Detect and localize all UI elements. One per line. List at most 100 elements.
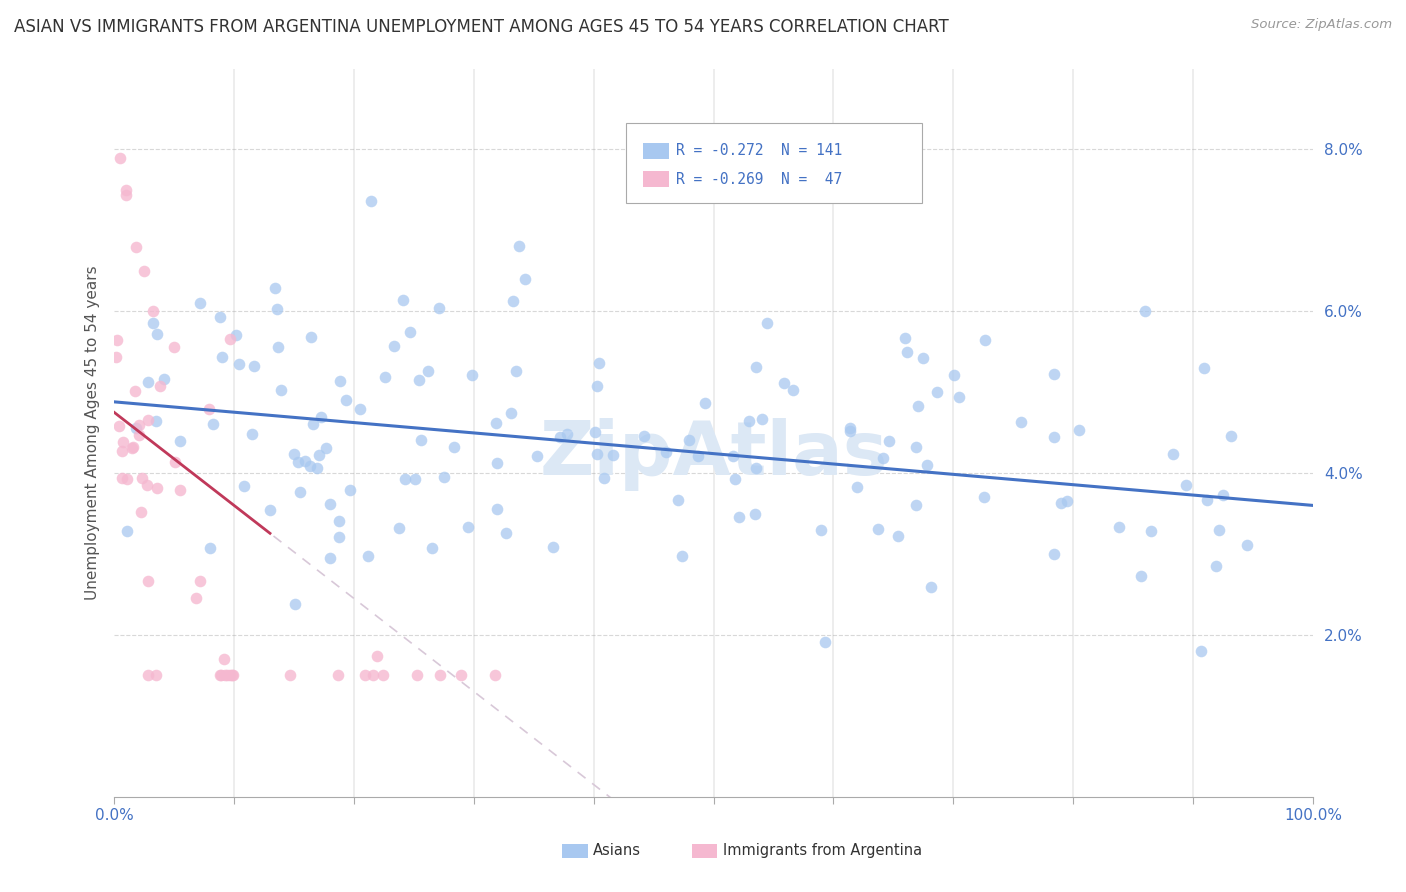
Point [745,461,768,475]
Point [309,409,332,424]
Point [586,378,609,392]
Point [920,580,942,594]
Point [188,296,211,310]
Point [1129,568,1152,582]
Text: R = -0.269  N =  47: R = -0.269 N = 47 [676,172,842,187]
Point [541,540,564,554]
Point [326,668,349,682]
Point [211,668,233,682]
Point [745,360,768,375]
Point [361,668,384,682]
Point [907,399,929,413]
Point [408,373,430,387]
Text: Asians: Asians [593,844,641,858]
Point [583,425,606,439]
Point [513,272,536,286]
Point [1140,524,1163,539]
Point [145,414,167,428]
Point [755,316,778,330]
Point [508,239,530,253]
Point [339,483,361,497]
Point [1108,520,1130,534]
Point [392,293,415,307]
Point [198,541,221,555]
Point [1056,494,1078,508]
Point [222,668,245,682]
Point [450,668,472,682]
Point [152,372,174,386]
Point [259,503,281,517]
Point [243,359,266,374]
Point [128,417,150,432]
Point [112,434,135,449]
Point [136,668,159,682]
Point [115,524,138,538]
Point [165,455,187,469]
Point [744,508,766,522]
Point [484,668,506,682]
Point [1212,488,1234,502]
Point [353,668,375,682]
Point [593,471,616,485]
Point [927,384,949,399]
Point [838,424,860,438]
Point [904,440,927,454]
Text: Immigrants from Argentina: Immigrants from Argentina [723,844,922,858]
Point [585,447,607,461]
Point [502,293,524,308]
Point [299,330,322,344]
Point [1043,367,1066,381]
Point [429,668,451,682]
Point [894,330,917,344]
Point [329,374,352,388]
Point [406,668,429,682]
Point [1133,303,1156,318]
Point [904,498,927,512]
Point [305,460,328,475]
Point [163,340,186,354]
Point [145,668,167,682]
Point [149,379,172,393]
Point [1194,360,1216,375]
Point [887,529,910,543]
Point [115,472,138,486]
Point [146,326,169,341]
Point [219,332,242,346]
Point [782,384,804,398]
Point [602,448,624,462]
Point [555,426,578,441]
Point [328,514,350,528]
Point [357,549,380,563]
Point [879,434,901,449]
Point [169,434,191,448]
Point [973,490,995,504]
Point [872,451,894,466]
Point [141,304,163,318]
Point [335,392,357,407]
Point [810,524,832,538]
Point [302,417,325,431]
Point [270,383,292,397]
Point [1042,429,1064,443]
Point [429,301,451,315]
Y-axis label: Unemployment Among Ages 45 to 54 years: Unemployment Among Ages 45 to 54 years [86,265,100,600]
Point [208,668,231,682]
Point [136,375,159,389]
Point [485,501,508,516]
Point [211,351,233,365]
Point [1067,423,1090,437]
Point [135,478,157,492]
Point [108,419,131,434]
Point [225,328,247,343]
Point [484,416,506,430]
Point [111,444,134,458]
Point [125,239,148,253]
Point [105,333,128,347]
Point [114,188,136,202]
Point [228,357,250,371]
Point [108,151,131,165]
Point [550,430,572,444]
Point [896,345,918,359]
Point [188,574,211,588]
Point [111,471,134,485]
